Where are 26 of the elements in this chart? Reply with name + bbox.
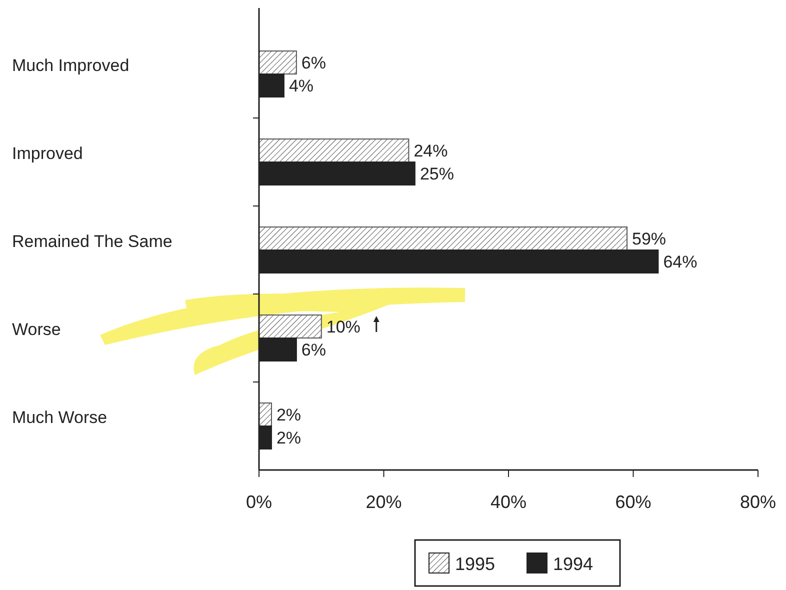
y-tick-label: Much Improved bbox=[12, 56, 130, 75]
data-label: 6% bbox=[301, 54, 326, 72]
y-tick-label: Improved bbox=[12, 144, 83, 163]
data-label: 10% bbox=[326, 318, 360, 336]
data-label: 2% bbox=[276, 428, 302, 448]
x-tick-label: 20% bbox=[366, 492, 402, 512]
bar bbox=[258, 50, 297, 74]
legend-label: 1994 bbox=[553, 554, 594, 574]
y-tick-label: Remained The Same bbox=[12, 232, 172, 251]
data-label: 64% bbox=[663, 252, 698, 272]
data-label: 4% bbox=[288, 76, 314, 96]
legend-label: 1995 bbox=[455, 554, 496, 574]
data-label: 59% bbox=[632, 230, 666, 248]
x-tick-label: 0% bbox=[246, 492, 272, 512]
y-tick-label: Much Worse bbox=[12, 408, 108, 427]
y-tick-label: Worse bbox=[12, 320, 61, 339]
x-tick-label: 60% bbox=[615, 492, 652, 512]
x-tick-label: 80% bbox=[740, 492, 776, 512]
data-label: 2% bbox=[276, 406, 302, 424]
bar bbox=[258, 314, 322, 338]
bar bbox=[258, 138, 410, 162]
bar bbox=[258, 226, 628, 250]
data-label: 24% bbox=[414, 142, 448, 160]
data-label: 6% bbox=[301, 340, 326, 360]
x-tick-label: 40% bbox=[490, 492, 527, 512]
data-label: 25% bbox=[420, 164, 454, 184]
